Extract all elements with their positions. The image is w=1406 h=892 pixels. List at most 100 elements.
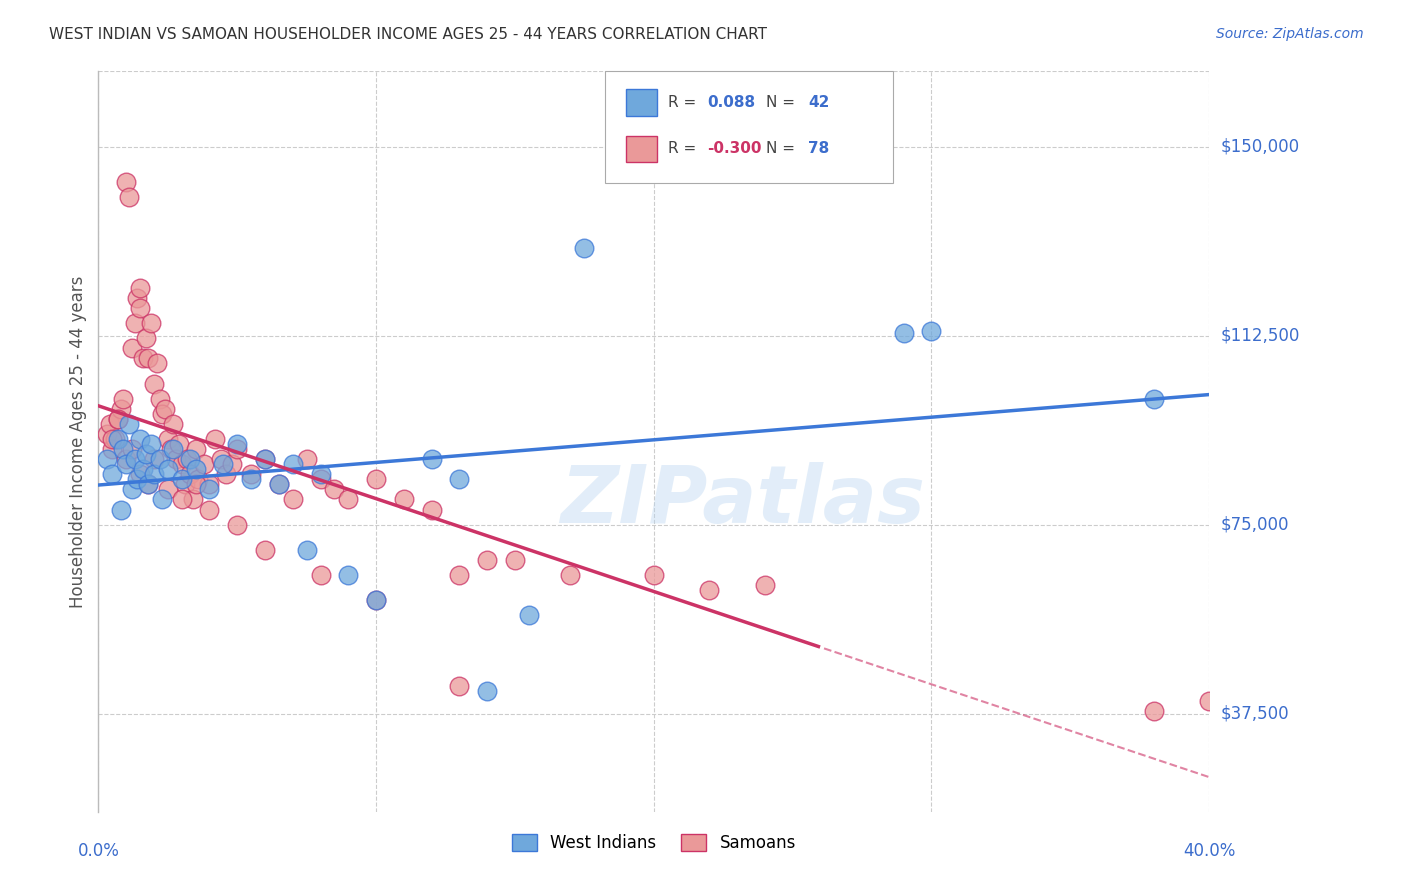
Point [167, 437, 190, 451]
Point [337, 492, 360, 507]
Point [98, 417, 121, 431]
Point [96, 452, 118, 467]
Point [135, 447, 157, 461]
Point [129, 467, 152, 482]
Text: 0.0%: 0.0% [77, 842, 120, 860]
Point [115, 452, 138, 467]
Point [121, 442, 143, 456]
Point [143, 452, 166, 467]
Point [1198, 694, 1220, 708]
Point [150, 407, 173, 421]
Point [1143, 392, 1166, 406]
Point [138, 477, 160, 491]
Point [184, 462, 207, 476]
Point [240, 472, 263, 486]
Text: ZIPatlas: ZIPatlas [560, 462, 925, 540]
Text: 78: 78 [808, 142, 830, 156]
Point [198, 477, 221, 491]
Point [475, 683, 499, 698]
Point [295, 542, 318, 557]
Point [643, 568, 665, 582]
Point [156, 462, 179, 476]
Point [198, 483, 221, 497]
Point [170, 457, 193, 471]
Point [475, 553, 499, 567]
Point [118, 417, 141, 431]
Point [221, 457, 243, 471]
Text: R =: R = [668, 95, 702, 110]
Point [449, 568, 471, 582]
Point [392, 492, 415, 507]
Point [148, 392, 170, 406]
Point [449, 679, 471, 693]
Point [253, 452, 276, 467]
Point [129, 432, 152, 446]
Point [517, 608, 540, 623]
Point [132, 462, 155, 476]
Point [209, 452, 232, 467]
Point [162, 417, 184, 431]
Point [204, 432, 226, 446]
Point [179, 452, 201, 467]
Point [124, 316, 146, 330]
Legend: West Indians, Samoans: West Indians, Samoans [505, 828, 803, 859]
Point [420, 502, 443, 516]
Point [323, 483, 346, 497]
Point [138, 477, 160, 491]
Point [129, 301, 152, 315]
Point [143, 376, 166, 391]
Point [107, 412, 129, 426]
Point [104, 432, 127, 446]
Point [309, 472, 332, 486]
Point [153, 401, 176, 416]
Point [112, 442, 135, 456]
Point [148, 452, 170, 467]
Point [366, 593, 388, 607]
Point [179, 467, 201, 482]
Text: WEST INDIAN VS SAMOAN HOUSEHOLDER INCOME AGES 25 - 44 YEARS CORRELATION CHART: WEST INDIAN VS SAMOAN HOUSEHOLDER INCOME… [49, 27, 768, 42]
Point [281, 457, 304, 471]
Point [118, 190, 141, 204]
Point [159, 442, 181, 456]
Point [165, 452, 187, 467]
Point [420, 452, 443, 467]
Point [1143, 704, 1166, 718]
Point [560, 568, 582, 582]
Point [366, 593, 388, 607]
Text: $112,500: $112,500 [1220, 326, 1299, 345]
Point [121, 342, 143, 356]
Point [115, 175, 138, 189]
Point [141, 437, 163, 451]
Point [150, 492, 173, 507]
Text: 0.088: 0.088 [707, 95, 755, 110]
Point [920, 324, 942, 338]
Text: N =: N = [766, 95, 800, 110]
Point [309, 467, 332, 482]
Point [129, 281, 152, 295]
Point [143, 467, 166, 482]
Point [112, 392, 135, 406]
Point [115, 457, 138, 471]
Point [295, 452, 318, 467]
Point [699, 583, 721, 598]
Point [253, 542, 276, 557]
Point [101, 467, 124, 482]
Point [187, 472, 209, 486]
Point [101, 442, 124, 456]
Point [127, 291, 149, 305]
Point [215, 467, 238, 482]
Text: $75,000: $75,000 [1220, 516, 1289, 533]
Point [162, 442, 184, 456]
Point [574, 241, 596, 255]
Point [226, 442, 249, 456]
Text: N =: N = [766, 142, 800, 156]
Point [107, 432, 129, 446]
Point [893, 326, 915, 341]
Point [132, 351, 155, 366]
Point [366, 472, 388, 486]
Point [309, 568, 332, 582]
Point [156, 432, 179, 446]
Point [503, 553, 526, 567]
Point [240, 467, 263, 482]
Point [184, 477, 207, 491]
